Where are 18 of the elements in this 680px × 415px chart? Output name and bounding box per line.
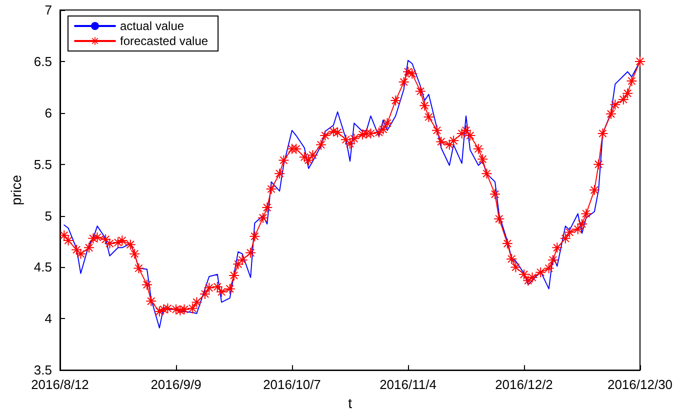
y-tick-label: 4 — [44, 311, 52, 326]
y-tick-label: 4.5 — [34, 260, 52, 275]
y-tick-label: 7 — [44, 2, 52, 18]
x-tick-label: 2016/12/2 — [495, 377, 553, 392]
y-axis-title: price — [8, 174, 24, 206]
legend-label: forecasted value — [120, 34, 208, 48]
y-tick-label: 3.5 — [34, 362, 52, 378]
legend-label: actual value — [120, 19, 184, 33]
x-tick-label: 2016/10/7 — [263, 377, 321, 392]
y-tick-label: 6 — [44, 105, 52, 120]
x-tick-label: 2016/8/12 — [31, 377, 89, 392]
y-tick-label: 5 — [44, 208, 52, 224]
x-axis-title: t — [348, 395, 352, 411]
y-tick-label: 6.5 — [34, 54, 52, 69]
x-tick-label: 2016/11/4 — [380, 377, 436, 392]
x-tick-label: 2016/12/30 — [607, 377, 673, 392]
x-tick-label: 2016/9/9 — [150, 377, 202, 392]
y-tick-label: 5.5 — [34, 156, 52, 172]
